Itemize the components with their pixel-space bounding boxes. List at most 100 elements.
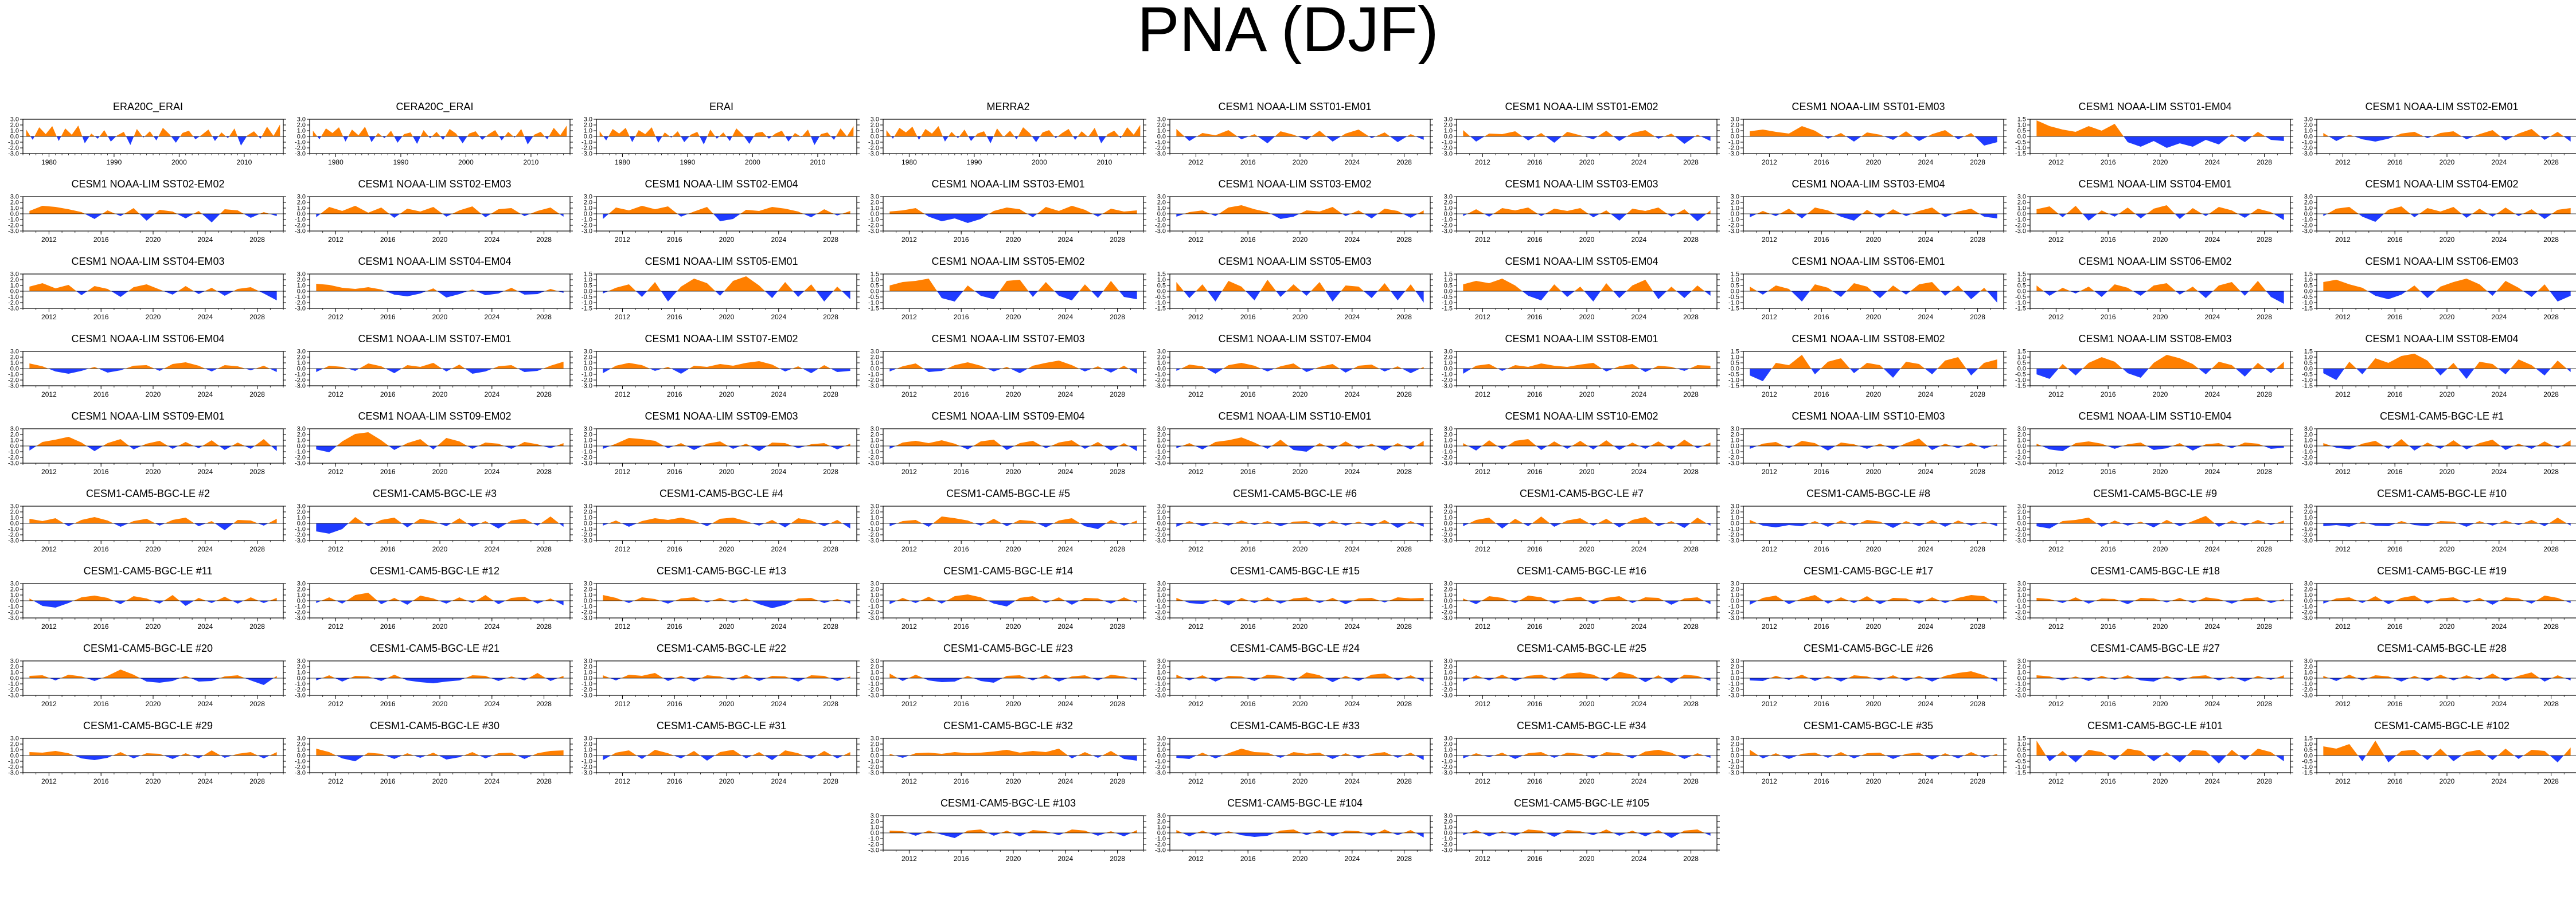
y-tick-label: -1.0 [868, 300, 879, 307]
chart-panel: CESM1 NOAA-LIM SST03-EM03 3.02.01.00.0-1.… [1442, 178, 1720, 244]
chart-panel: CESM1-CAM5-BGC-LE #17 3.02.01.00.0-1.0-2.… [1728, 565, 2007, 631]
y-tick-label: -2.0 [1728, 455, 1739, 461]
x-tick-label: 2016 [1527, 700, 1543, 708]
x-tick-label: 1990 [680, 158, 696, 166]
x-tick-label: 2028 [2257, 623, 2272, 631]
y-tick-label: 1.0 [1444, 277, 1453, 284]
x-tick-label: 2012 [615, 700, 630, 708]
y-tick-label: -1.0 [868, 681, 879, 688]
x-tick-label: 2028 [823, 390, 838, 398]
positive-area [603, 595, 842, 601]
y-tick-label: -3.0 [2302, 692, 2313, 699]
chart-panel: CESM1 NOAA-LIM SST05-EM02 1.51.00.50.0-0.… [868, 256, 1146, 321]
y-tick-label: -2.0 [1442, 609, 1453, 616]
x-tick-label: 2024 [1344, 545, 1360, 553]
y-tick-label: -1.0 [8, 604, 19, 610]
y-tick-label: 3.0 [1444, 735, 1453, 742]
x-tick-label: 2024 [2491, 313, 2507, 321]
y-tick-label: 3.0 [1731, 194, 1739, 201]
x-tick-label: 2028 [1110, 390, 1125, 398]
chart-panel: CESM1 NOAA-LIM SST07-EM01 3.02.01.00.0-1.… [295, 333, 573, 398]
y-tick-label: -3.0 [581, 538, 592, 545]
x-tick-label: 2012 [1475, 158, 1490, 166]
x-tick-label: 2020 [719, 700, 735, 708]
panel-title: CESM1 NOAA-LIM SST06-EM04 [71, 333, 224, 345]
x-tick-label: 2012 [1188, 700, 1204, 708]
chart-panel: CESM1-CAM5-BGC-LE #34 3.02.01.00.0-1.0-2.… [1442, 720, 1720, 785]
y-tick-label: 2.0 [584, 509, 592, 516]
chart-panel: CESM1-CAM5-BGC-LE #21 3.02.01.00.0-1.0-2.… [295, 643, 573, 708]
y-tick-label: 0.0 [1731, 753, 1739, 760]
y-tick-label: -2.0 [868, 455, 879, 461]
chart-panel: CESM1-CAM5-BGC-LE #22 3.02.01.00.0-1.0-2.… [581, 643, 860, 708]
y-tick-label: -3.0 [868, 847, 879, 854]
x-tick-label: 2016 [2101, 700, 2116, 708]
y-tick-label: -2.0 [868, 842, 879, 848]
negative-area [1183, 601, 1390, 605]
y-tick-label: -3.0 [295, 615, 306, 622]
y-tick-label: 1.0 [10, 592, 19, 599]
x-tick-label: 2020 [1293, 623, 1308, 631]
negative-area [1176, 523, 1424, 528]
x-tick-label: 2024 [484, 777, 499, 785]
x-tick-label: 2016 [1527, 623, 1543, 631]
x-tick-label: 2024 [1057, 313, 1073, 321]
y-tick-label: 1.0 [2017, 354, 2026, 361]
x-tick-label: 2016 [1814, 236, 1829, 244]
chart-panel: CESM1-CAM5-BGC-LE #33 3.02.01.00.0-1.0-2.… [1155, 720, 1433, 785]
x-tick-label: 2024 [1918, 313, 1933, 321]
x-tick-label: 2012 [1762, 468, 1777, 476]
positive-area [1181, 363, 1424, 369]
y-tick-label: 3.0 [2017, 503, 2026, 510]
x-tick-label: 2028 [536, 545, 552, 553]
negative-area [603, 756, 844, 761]
y-tick-label: 0.0 [297, 288, 306, 295]
y-tick-label: -0.5 [2015, 139, 2026, 146]
negative-area [316, 446, 557, 452]
y-tick-label: -1.0 [1728, 377, 1739, 384]
x-tick-label: 2020 [2440, 700, 2455, 708]
negative-area [49, 678, 274, 685]
x-tick-label: 1980 [328, 158, 344, 166]
y-tick-label: 2.0 [297, 277, 306, 284]
chart-panel: CESM1-CAM5-BGC-LE #4 3.02.01.00.0-1.0-2.0… [581, 488, 860, 553]
x-tick-label: 2012 [901, 545, 917, 553]
positive-area [1182, 437, 1424, 446]
y-tick-label: -1.0 [2302, 526, 2313, 533]
negative-area [2124, 136, 2284, 148]
x-tick-label: 2024 [197, 623, 213, 631]
y-tick-label: -3.0 [1442, 847, 1453, 854]
x-tick-label: 2016 [2387, 236, 2403, 244]
panel-title: CESM1 NOAA-LIM SST01-EM03 [1792, 101, 1945, 112]
x-tick-label: 2024 [197, 236, 213, 244]
y-tick-label: 0.0 [1444, 443, 1453, 450]
y-tick-label: -1.0 [1155, 139, 1166, 146]
y-tick-label: 1.0 [1444, 515, 1453, 522]
panel-title: CESM1 NOAA-LIM SST04-EM03 [71, 256, 224, 267]
panel-title: CESM1-CAM5-BGC-LE #18 [2090, 565, 2220, 577]
x-tick-label: 2016 [2101, 390, 2116, 398]
negative-area [84, 214, 277, 222]
y-tick-label: -1.5 [1442, 306, 1453, 312]
y-tick-label: 3.0 [1444, 503, 1453, 510]
x-tick-label: 2016 [954, 236, 969, 244]
y-tick-label: -3.0 [1155, 383, 1166, 390]
y-tick-label: -1.0 [1442, 681, 1453, 688]
y-tick-label: 1.0 [2017, 592, 2026, 599]
x-tick-label: 2028 [1110, 855, 1125, 863]
y-tick-label: -2.0 [8, 145, 19, 152]
x-tick-label: 2024 [1631, 777, 1646, 785]
x-tick-label: 2020 [2440, 777, 2455, 785]
chart-panel: CESM1-CAM5-BGC-LE #6 3.02.01.00.0-1.0-2.0… [1155, 488, 1433, 553]
y-tick-label: 1.0 [1444, 824, 1453, 831]
chart-panel: MERRA2 3.02.01.00.0-1.0-2.0-3.0 1980 1990 20… [868, 101, 1146, 166]
chart-panel: CESM1-CAM5-BGC-LE #29 3.02.01.00.0-1.0-2.… [8, 720, 286, 785]
x-tick-label: 2028 [2543, 545, 2559, 553]
y-tick-label: -3.0 [581, 692, 592, 699]
y-tick-label: 1.0 [2304, 437, 2313, 444]
panel-title: CESM1-CAM5-BGC-LE #35 [1804, 720, 1933, 731]
y-tick-label: 3.0 [871, 581, 879, 588]
y-tick-label: -2.0 [2015, 609, 2026, 616]
y-tick-label: 0.0 [871, 211, 879, 218]
